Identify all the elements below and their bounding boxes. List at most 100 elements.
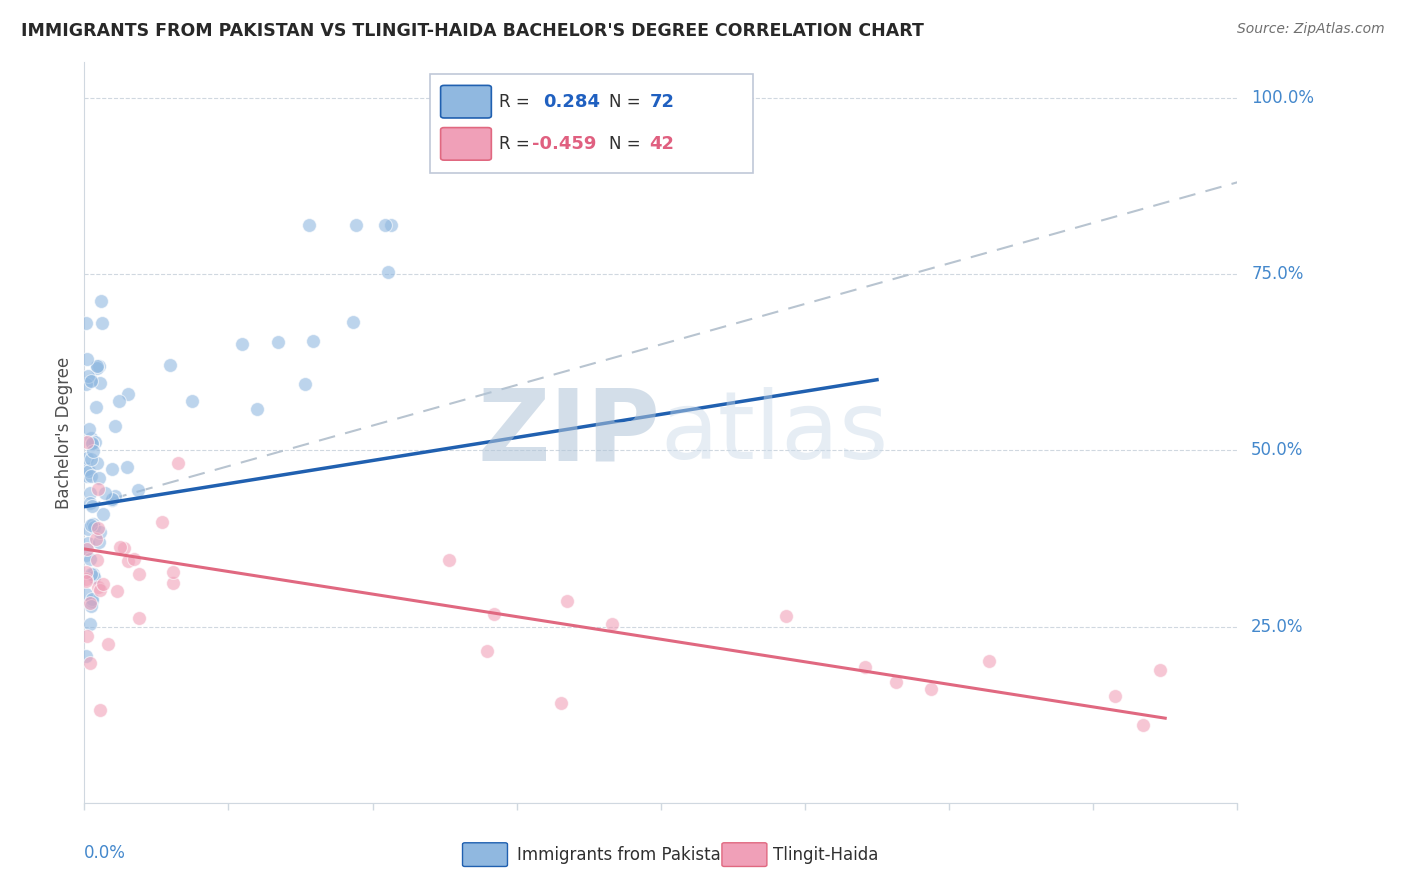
Point <box>75 572 97 586</box>
Point <box>437 553 460 567</box>
Point <box>344 218 367 232</box>
Text: 72: 72 <box>650 93 675 111</box>
Point <box>555 593 578 607</box>
Point <box>90 316 112 330</box>
Point <box>77 522 100 536</box>
FancyBboxPatch shape <box>440 128 491 161</box>
Point <box>87 535 110 549</box>
Point <box>75 587 97 601</box>
Point <box>79 552 101 566</box>
Point <box>294 376 316 391</box>
Text: Tlingit-Haida: Tlingit-Haida <box>773 846 877 863</box>
Point <box>80 431 103 445</box>
Point <box>89 376 111 390</box>
Point <box>374 218 396 232</box>
Point <box>920 682 942 697</box>
Point <box>600 617 623 632</box>
Point <box>86 361 108 376</box>
Point <box>150 515 173 529</box>
Point <box>77 536 100 550</box>
Point <box>87 482 110 496</box>
FancyBboxPatch shape <box>463 843 508 866</box>
Point <box>76 435 98 450</box>
Point <box>82 567 104 582</box>
Point <box>380 218 402 232</box>
Point <box>79 464 101 478</box>
Text: 0.284: 0.284 <box>543 93 600 111</box>
Point <box>76 542 98 557</box>
Text: R =: R = <box>499 93 536 111</box>
Point <box>75 376 97 391</box>
Point <box>76 469 98 483</box>
Point <box>108 540 131 554</box>
Point <box>550 696 572 710</box>
Point <box>128 610 150 624</box>
Point <box>76 462 98 476</box>
Point <box>75 548 97 562</box>
Point <box>86 552 108 566</box>
Point <box>82 593 104 607</box>
Point <box>101 491 124 506</box>
Point <box>80 468 103 483</box>
Text: Source: ZipAtlas.com: Source: ZipAtlas.com <box>1237 22 1385 37</box>
Point <box>97 637 120 651</box>
Text: -0.459: -0.459 <box>531 135 596 153</box>
Point <box>167 456 190 470</box>
Point <box>79 596 101 610</box>
Point <box>82 435 104 450</box>
Point <box>127 483 149 497</box>
Point <box>94 486 117 500</box>
Point <box>83 520 105 534</box>
Point <box>482 607 505 621</box>
Point <box>90 293 112 308</box>
Text: N =: N = <box>609 93 645 111</box>
Text: 0.0%: 0.0% <box>84 844 127 862</box>
FancyBboxPatch shape <box>721 843 766 866</box>
Point <box>77 369 100 384</box>
Point <box>231 337 253 351</box>
Point <box>181 393 204 408</box>
Text: 100.0%: 100.0% <box>1251 88 1315 107</box>
Point <box>80 452 103 467</box>
Text: Immigrants from Pakistan: Immigrants from Pakistan <box>517 846 731 863</box>
Point <box>1104 690 1126 704</box>
Point <box>80 566 103 581</box>
Point <box>82 444 104 458</box>
Point <box>75 565 97 579</box>
Point <box>79 496 101 510</box>
Point <box>79 599 101 613</box>
Point <box>76 352 98 367</box>
Text: 42: 42 <box>650 135 675 153</box>
Point <box>87 521 110 535</box>
Point <box>75 648 97 663</box>
Point <box>246 402 269 417</box>
Point <box>80 373 103 387</box>
Point <box>100 462 122 476</box>
Point <box>107 584 129 599</box>
Point <box>162 565 184 579</box>
Point <box>302 334 325 349</box>
Point <box>117 554 139 568</box>
Point <box>124 551 146 566</box>
Point <box>298 218 321 232</box>
Point <box>86 456 108 470</box>
Point <box>82 517 104 532</box>
Point <box>89 359 111 373</box>
Point <box>80 500 103 514</box>
Point <box>84 532 107 546</box>
Point <box>91 507 114 521</box>
Point <box>76 629 98 643</box>
Point <box>77 422 100 436</box>
Point <box>162 576 184 591</box>
Point <box>79 374 101 388</box>
Point <box>775 608 797 623</box>
Point <box>82 592 104 607</box>
Text: IMMIGRANTS FROM PAKISTAN VS TLINGIT-HAIDA BACHELOR'S DEGREE CORRELATION CHART: IMMIGRANTS FROM PAKISTAN VS TLINGIT-HAID… <box>21 22 924 40</box>
Point <box>342 315 364 329</box>
Point <box>84 434 107 449</box>
Point <box>977 654 1000 668</box>
Text: N =: N = <box>609 135 645 153</box>
Point <box>89 703 111 717</box>
Point <box>75 574 97 588</box>
Point <box>79 617 101 632</box>
